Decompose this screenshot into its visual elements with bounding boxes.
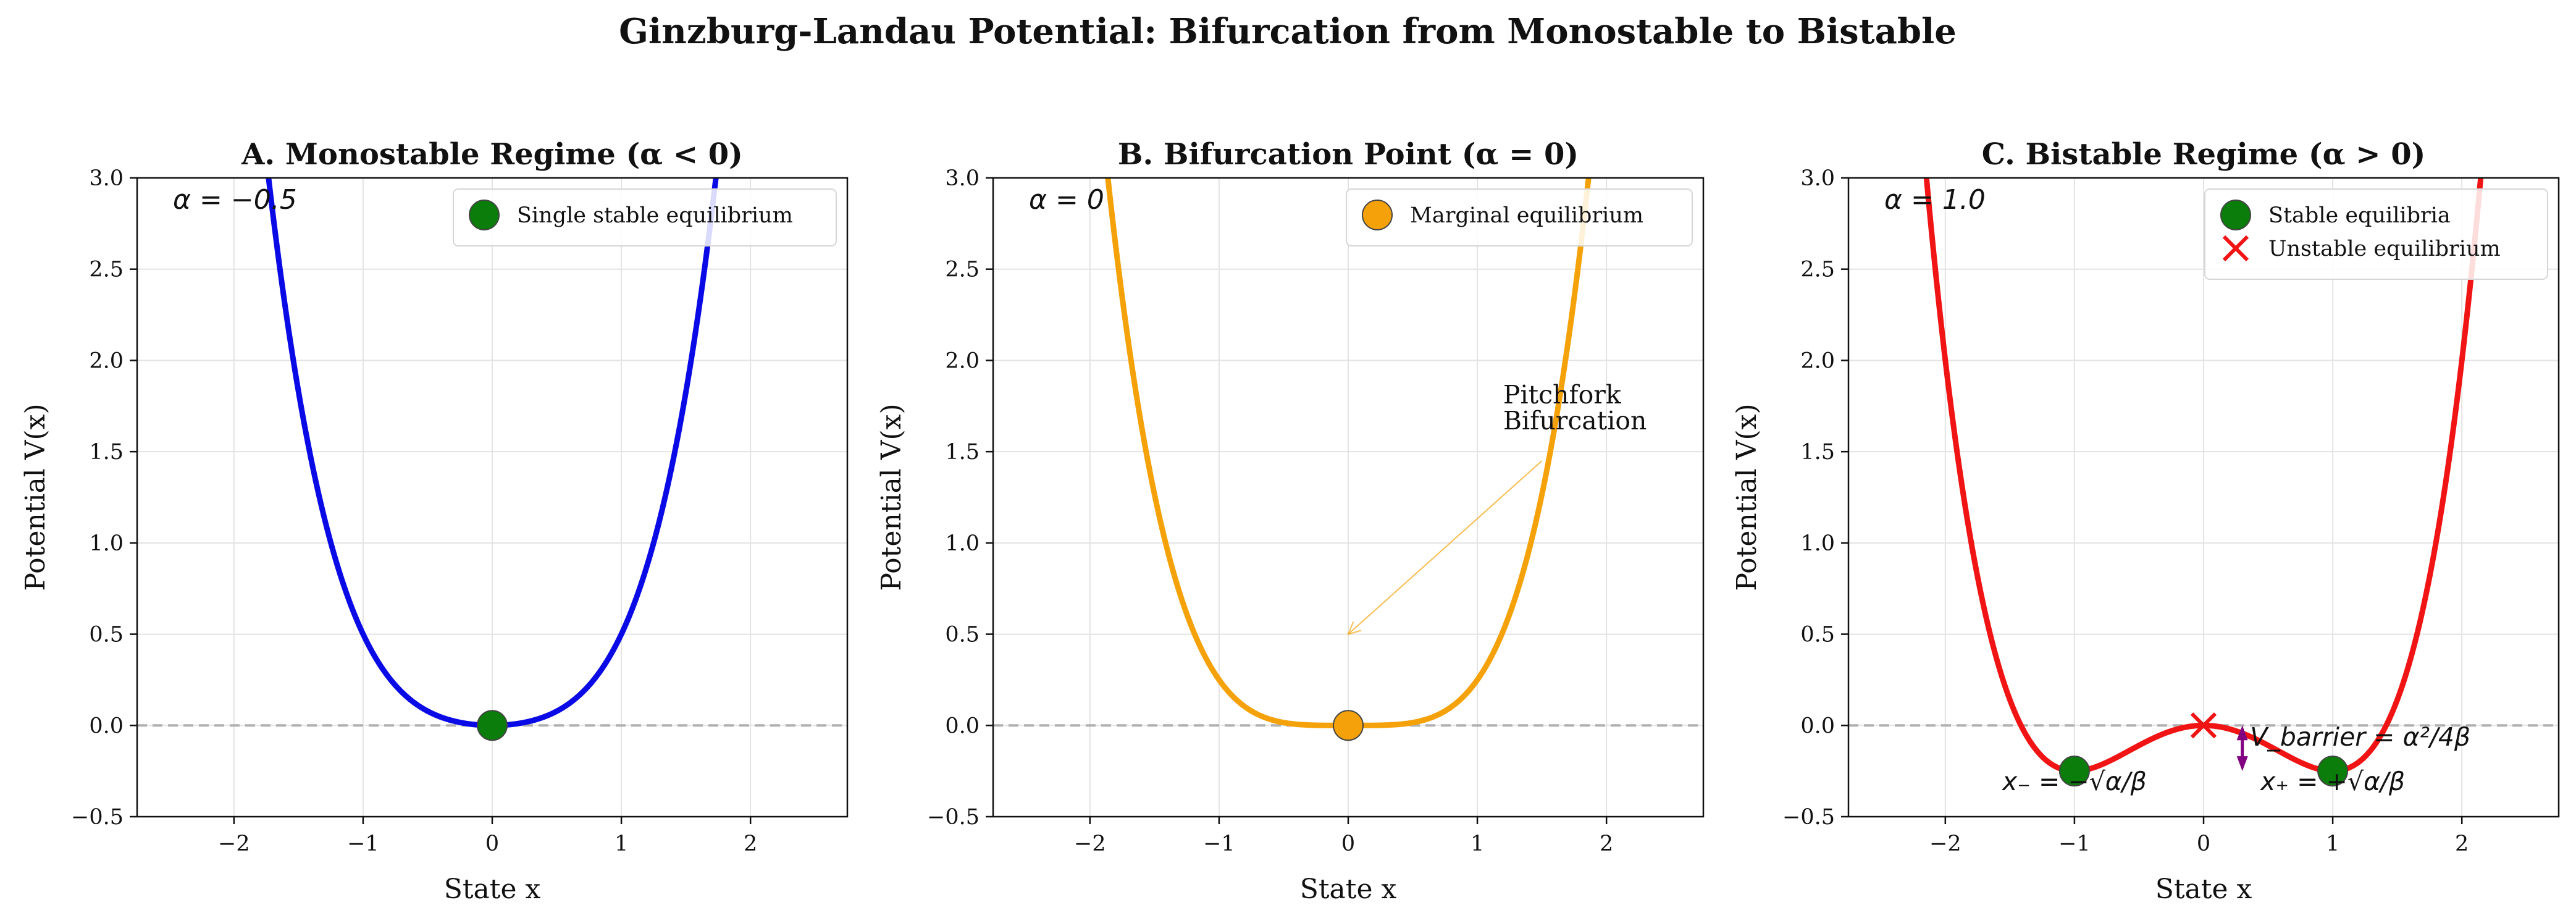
barrier-label: V_barrier = α²/4β	[2250, 722, 2470, 752]
y-tick-label: 1.0	[945, 531, 980, 556]
legend-marker	[469, 200, 500, 230]
alpha-value-label: α = 0	[1029, 184, 1104, 216]
x-tick-label: 1	[2326, 832, 2339, 856]
y-tick-label: 1.5	[89, 440, 124, 465]
legend: Stable equilibria Unstable equilibrium	[2204, 188, 2548, 280]
panel-title: A. Monostable Regime (α < 0)	[241, 137, 743, 172]
y-tick-label: 0.0	[945, 714, 980, 738]
y-tick-label: 2.5	[1800, 258, 1835, 282]
x-tick-label: −2	[218, 832, 250, 856]
x-tick-label: −2	[1929, 832, 1961, 856]
y-tick-label: 0.5	[945, 623, 980, 647]
y-tick-label: 1.5	[945, 440, 980, 465]
legend: Marginal equilibrium	[1346, 188, 1693, 246]
legend-box	[1346, 188, 1693, 246]
annotation-text: Bifurcation	[1503, 406, 1647, 436]
equilibrium-label: x₋ = −√α/β	[2001, 767, 2147, 796]
x-tick-label: −1	[1203, 832, 1235, 856]
y-axis-label: Potential V(x)	[876, 403, 907, 591]
x-axis-label: State x	[1300, 874, 1397, 905]
panel-a: α = −0.5 −2 −1 0 1 2 −0.5 0.0 0.5 1.0 1.5 2.0 2.5 3.0…	[20, 137, 849, 905]
y-tick-label: −0.5	[1782, 805, 1835, 830]
legend-marker	[2220, 200, 2251, 230]
alpha-value-label: α = −0.5	[173, 184, 297, 216]
y-tick-label: 1.5	[1800, 440, 1835, 465]
y-tick-label: 0.0	[89, 714, 124, 738]
y-tick-label: −0.5	[71, 805, 124, 830]
y-tick-label: 2.5	[89, 258, 124, 282]
x-tick-label: 0	[485, 832, 499, 856]
legend-label: Unstable equilibrium	[2268, 237, 2501, 261]
legend: Single stable equilibrium	[453, 188, 837, 246]
y-tick-label: 2.0	[945, 348, 980, 373]
equilibrium-label: x₊ = +√α/β	[2259, 767, 2405, 796]
x-tick-label: 2	[2455, 832, 2469, 856]
barrier-arrowhead	[2236, 725, 2248, 741]
x-tick-label: 1	[1471, 832, 1484, 856]
x-tick-label: 2	[744, 832, 757, 856]
y-tick-label: 3.0	[89, 166, 124, 191]
y-tick-label: 1.0	[89, 531, 124, 556]
y-axis-label: Potential V(x)	[1731, 403, 1763, 591]
legend-box	[453, 188, 837, 246]
legend-marker	[2222, 235, 2249, 262]
x-tick-label: −2	[1074, 832, 1106, 856]
x-tick-label: −1	[2058, 832, 2091, 856]
legend-marker	[1362, 200, 1393, 230]
annotation-arrowhead	[1347, 621, 1362, 636]
legend-label: Marginal equilibrium	[1410, 203, 1643, 228]
annotation-text: Pitchfork	[1503, 380, 1622, 410]
equilibrium-point	[477, 710, 508, 741]
legend-label: Single stable equilibrium	[517, 203, 793, 228]
x-tick-label: −1	[347, 832, 379, 856]
y-tick-label: 2.0	[89, 348, 124, 373]
annotation-arrow	[1348, 460, 1543, 635]
cross-stroke	[2190, 712, 2217, 739]
y-tick-label: 3.0	[1800, 166, 1835, 191]
unstable-equilibrium-marker	[2190, 712, 2217, 739]
x-tick-label: 0	[2197, 832, 2210, 856]
panel-title: B. Bifurcation Point (α = 0)	[1118, 137, 1579, 172]
equilibrium-point	[2317, 756, 2349, 787]
y-tick-label: −0.5	[927, 805, 980, 830]
y-tick-label: 0.5	[1800, 623, 1835, 647]
panels: α = −0.5 −2 −1 0 1 2 −0.5 0.0 0.5 1.0 1.5 2.0 2.5 3.0…	[20, 137, 2560, 905]
x-tick-label: 1	[615, 832, 628, 856]
y-tick-label: 0.5	[89, 623, 124, 647]
panel-title: C. Bistable Regime (α > 0)	[1982, 137, 2426, 172]
y-tick-label: 3.0	[945, 166, 980, 191]
y-tick-label: 1.0	[1800, 531, 1835, 556]
x-tick-label: 0	[1341, 832, 1355, 856]
y-tick-label: 0.0	[1800, 714, 1835, 738]
y-tick-label: 2.5	[945, 258, 980, 282]
y-axis-label: Potential V(x)	[20, 403, 51, 591]
equilibrium-point	[1333, 710, 1364, 741]
x-axis-label: State x	[444, 874, 541, 905]
legend-label: Stable equilibria	[2268, 203, 2451, 228]
figure-suptitle: Ginzburg-Landau Potential: Bifurcation f…	[619, 11, 1957, 52]
alpha-value-label: α = 1.0	[1884, 184, 1986, 216]
y-tick-label: 2.0	[1800, 348, 1835, 373]
legend-box	[2204, 188, 2548, 280]
panel-c: x₋ = −√α/β x₊ = +√α/β V_barrier = α²/4β α =…	[1731, 137, 2560, 905]
barrier-arrowhead	[2236, 756, 2248, 772]
x-tick-label: 2	[1600, 832, 1613, 856]
x-axis-label: State x	[2155, 874, 2252, 905]
equilibrium-point	[2058, 756, 2090, 787]
